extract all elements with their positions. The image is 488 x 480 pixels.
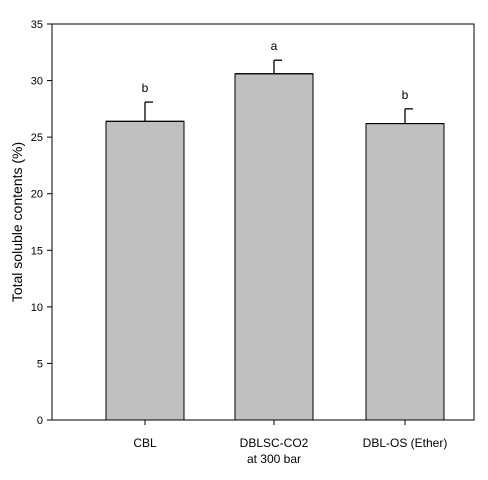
y-tick-label: 0	[37, 415, 43, 427]
x-category-label: DBLSC-CO2	[240, 436, 309, 450]
x-category-label: CBL	[133, 436, 157, 450]
x-category-label: DBL-OS (Ether)	[363, 436, 448, 450]
y-tick-label: 20	[31, 189, 43, 201]
y-tick-label: 15	[31, 245, 43, 257]
y-tick-label: 30	[31, 76, 43, 88]
error-bars-group	[106, 59, 444, 125]
y-tick-label: 25	[31, 132, 43, 144]
bar	[105, 120, 185, 421]
bar	[234, 73, 314, 421]
y-axis-title: Total soluble contents (%)	[9, 142, 25, 302]
x-category-label: at 300 bar	[247, 452, 301, 466]
y-axis-ticks: 0 5 10 15 20 25 30 35	[31, 19, 52, 427]
plot-frame	[51, 23, 475, 421]
y-tick-label: 35	[31, 19, 43, 31]
x-axis-labels-group: CBL DBLSC-CO2 at 300 bar DBL-OS (Ether)	[133, 420, 447, 466]
significance-labels-group: b a b	[142, 39, 409, 102]
bar	[365, 123, 445, 421]
significance-letter: b	[142, 81, 149, 95]
significance-letter: a	[271, 39, 278, 53]
significance-letter: b	[402, 88, 409, 102]
y-tick-label: 10	[31, 302, 43, 314]
y-tick-label: 5	[37, 358, 43, 370]
bars-group	[105, 73, 445, 421]
